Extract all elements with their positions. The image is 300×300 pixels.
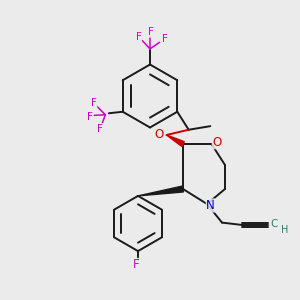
Text: C: C (271, 219, 278, 230)
Text: H: H (281, 225, 288, 235)
Text: F: F (162, 34, 168, 44)
Text: O: O (154, 128, 164, 141)
Polygon shape (138, 186, 184, 196)
Polygon shape (167, 135, 184, 146)
Text: O: O (212, 136, 221, 149)
Text: F: F (148, 27, 154, 37)
Text: F: F (91, 98, 97, 108)
Text: F: F (97, 124, 103, 134)
Text: F: F (136, 32, 142, 42)
Text: F: F (87, 112, 93, 122)
Text: N: N (206, 199, 215, 212)
Text: F: F (133, 258, 140, 272)
